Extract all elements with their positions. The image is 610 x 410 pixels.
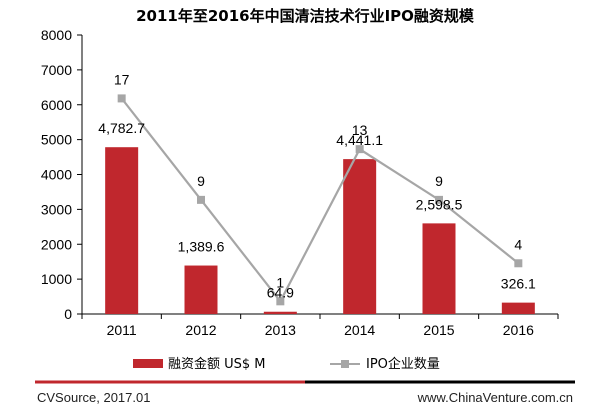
x-tick-label: 2015 (423, 322, 454, 338)
x-tick-label: 2014 (344, 322, 375, 338)
x-tick-label: 2012 (185, 322, 216, 338)
bar-data-label: 2,598.5 (416, 196, 463, 212)
y-tick-label: 8000 (41, 27, 72, 43)
footer-website: www.ChinaVenture.com.cn (417, 390, 573, 405)
bar-data-label: 64.9 (267, 285, 294, 301)
legend-bar-label: 融资金额 US$ M (168, 356, 266, 372)
line-series (117, 94, 523, 306)
bar (422, 223, 456, 314)
bar (263, 311, 297, 314)
line-point (276, 297, 285, 306)
line-data-labels: 17 9 1 13 9 4 (114, 71, 523, 290)
y-tick-label: 2000 (41, 236, 72, 252)
y-tick-label: 0 (64, 306, 72, 322)
y-tick-label: 7000 (41, 62, 72, 78)
series-line (120, 97, 520, 304)
bar (184, 265, 218, 314)
line-data-label: 17 (114, 71, 130, 87)
x-tick-label: 2013 (265, 322, 296, 338)
bar-series (105, 147, 535, 314)
legend-line-label: IPO企业数量 (366, 356, 440, 372)
footer-source: CVSource, 2017.01 (37, 390, 150, 405)
y-tick-label: 3000 (41, 201, 72, 217)
bar (501, 302, 535, 314)
line-data-label: 13 (352, 122, 368, 138)
x-axis: 2011 2012 2013 2014 2015 2016 (81, 313, 559, 338)
line-point (514, 259, 523, 268)
y-tick-label: 1000 (41, 271, 72, 287)
line-point (435, 195, 443, 204)
line-data-label: 9 (435, 173, 443, 189)
line-point (355, 145, 364, 154)
bar-data-label: 1,389.6 (178, 239, 225, 255)
bar (343, 159, 377, 314)
line-data-label: 1 (276, 274, 284, 290)
bar (105, 147, 139, 314)
bar-data-label: 4,782.7 (98, 120, 145, 136)
y-axis: 0 1000 2000 3000 4000 5000 6000 7000 8000 (41, 27, 83, 322)
x-tick-label: 2016 (503, 322, 534, 338)
legend-line-marker (341, 360, 349, 368)
y-tick-label: 4000 (41, 167, 72, 183)
y-tick-label: 6000 (41, 97, 72, 113)
x-tick-label: 2011 (107, 322, 137, 338)
bar-data-label: 4,441.1 (336, 132, 383, 148)
footer: CVSource, 2017.01 www.ChinaVenture.com.c… (35, 380, 575, 405)
bar-data-label: 326.1 (501, 276, 536, 292)
y-tick-label: 5000 (41, 132, 72, 148)
chart-title: 2011年至2016年中国清洁技术行业IPO融资规模 (136, 7, 475, 25)
line-data-label: 4 (514, 236, 522, 252)
bar-data-labels: 4,782.7 1,389.6 64.9 4,441.1 2,598.5 326.1 (98, 120, 536, 301)
line-point (117, 94, 126, 103)
legend: 融资金额 US$ M IPO企业数量 (133, 356, 440, 372)
legend-bar-swatch (133, 359, 163, 368)
line-point (197, 195, 205, 204)
line-data-label: 9 (197, 173, 205, 189)
